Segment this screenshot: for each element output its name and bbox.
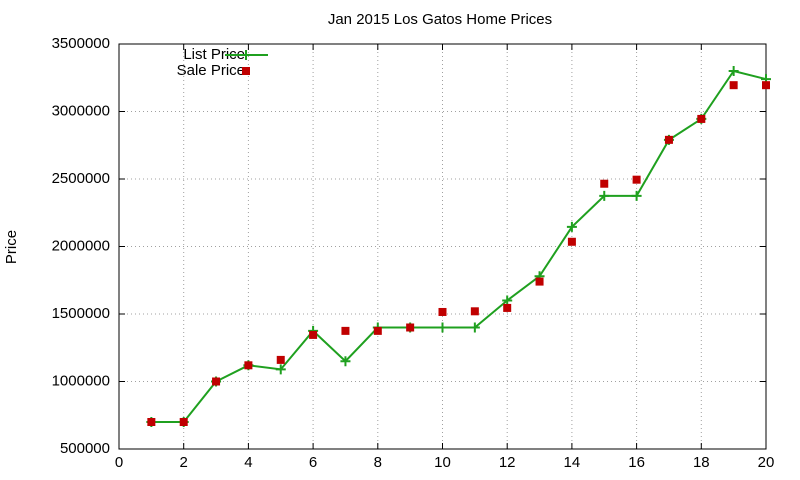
y-axis-label: Price [3, 230, 20, 264]
y-tick-label: 1500000 [52, 305, 110, 322]
x-tick-label: 4 [244, 454, 252, 471]
point-marker [373, 326, 382, 335]
point-marker [664, 135, 673, 144]
y-tick-label: 3500000 [52, 35, 110, 52]
point-marker [728, 66, 739, 76]
legend-marker [241, 50, 251, 60]
point-marker [244, 361, 253, 370]
point-marker [406, 323, 415, 332]
point-marker [502, 295, 513, 306]
point-marker [340, 356, 351, 367]
point-marker [567, 237, 576, 246]
legend-label: List Price [183, 46, 245, 63]
legend-marker [242, 67, 250, 75]
x-tick-label: 8 [374, 454, 382, 471]
point-marker [600, 179, 609, 188]
x-tick-label: 16 [628, 454, 645, 471]
legend-label: Sale Price [177, 62, 245, 79]
point-marker [438, 307, 447, 316]
chart-title: Jan 2015 Los Gatos Home Prices [328, 11, 552, 28]
point-marker [341, 326, 350, 335]
y-tick-label: 3000000 [52, 102, 110, 119]
point-marker [147, 418, 156, 426]
series-line [151, 69, 767, 423]
point-marker [599, 190, 610, 201]
y-tick-label: 2500000 [52, 170, 110, 187]
point-marker [212, 377, 221, 386]
point-marker [631, 190, 642, 201]
point-marker [437, 322, 448, 333]
point-marker [469, 322, 480, 333]
x-tick-label: 18 [693, 454, 710, 471]
x-tick-label: 6 [309, 454, 317, 471]
point-marker [179, 418, 188, 426]
point-marker [275, 364, 286, 375]
point-marker [762, 81, 770, 90]
x-tick-label: 12 [499, 454, 516, 471]
point-marker [535, 277, 544, 286]
point-marker [276, 355, 285, 364]
point-marker [729, 81, 738, 90]
x-tick-label: 20 [758, 454, 775, 471]
y-tick-label: 2000000 [52, 237, 110, 254]
x-tick-label: 10 [434, 454, 451, 471]
y-tick-label: 1000000 [52, 372, 110, 389]
x-tick-label: 0 [115, 454, 123, 471]
point-marker [470, 307, 479, 316]
y-tick-label: 500000 [60, 440, 110, 457]
point-marker [566, 221, 577, 232]
point-marker [309, 330, 318, 339]
point-marker [632, 175, 641, 184]
point-marker [697, 114, 706, 123]
x-tick-label: 14 [564, 454, 581, 471]
x-tick-label: 2 [180, 454, 188, 471]
plot-border [118, 43, 767, 450]
point-marker [503, 303, 512, 312]
